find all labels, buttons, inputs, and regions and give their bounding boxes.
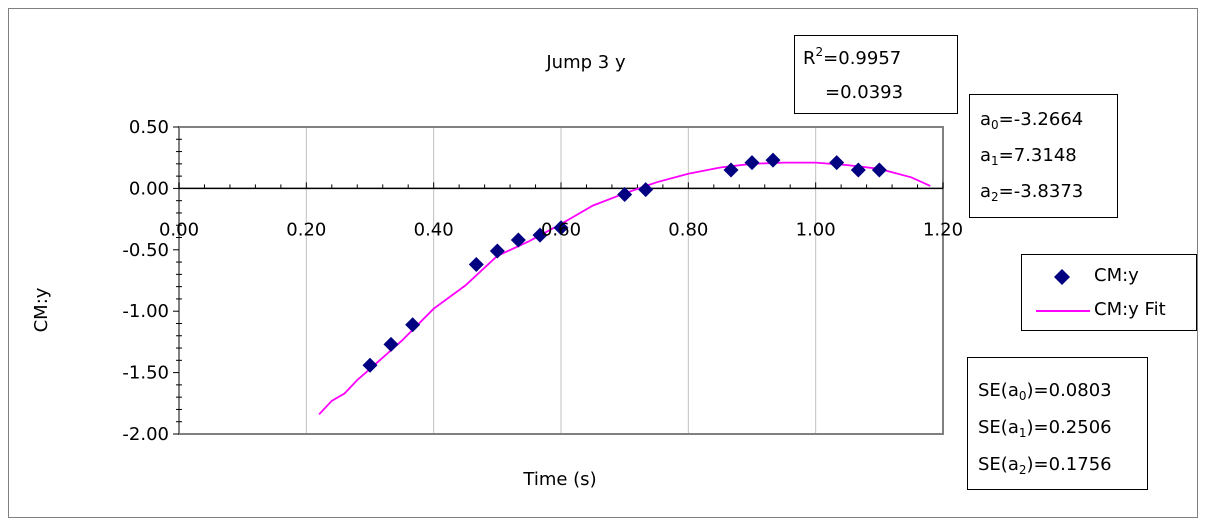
data-point-0 [362, 357, 378, 373]
data-point-12 [765, 152, 781, 168]
data-point-13 [829, 155, 845, 171]
data-point-4 [489, 243, 505, 259]
y-tick-label-3: -1.00 [122, 301, 169, 322]
a2-value: =-3.8373 [998, 181, 1084, 202]
plot-area [178, 126, 944, 435]
x-tick-label-6: 1.20 [923, 219, 963, 240]
se-a0-value: =0.0803 [1033, 380, 1112, 401]
a0-value: =-3.2664 [998, 109, 1084, 130]
diamond-marker-icon [1054, 269, 1070, 285]
a1-value: =7.3148 [998, 145, 1077, 166]
y-axis-label: CM:y [31, 287, 52, 332]
x-tick-label-3: 0.60 [541, 219, 581, 240]
r-squared-value: =0.9957 [823, 48, 902, 69]
y-tick-label-5: -2.00 [122, 424, 169, 445]
x-tick-label-2: 0.40 [414, 219, 454, 240]
legend-item-markers: CM:y [1022, 261, 1198, 291]
x-axis-label: Time (s) [522, 469, 596, 490]
fit-line-icon [1036, 310, 1090, 312]
data-point-15 [871, 162, 887, 178]
y-tick-label-0: 0.50 [129, 117, 169, 138]
data-point-5 [510, 232, 526, 248]
data-point-2 [405, 317, 421, 333]
data-point-8 [617, 187, 633, 203]
r-squared-symbol: R2 [803, 45, 824, 69]
se-a2-value: =0.1756 [1033, 454, 1112, 475]
coefficients-box: a0=-3.2664 a1=7.3148 a2=-3.8373 [969, 94, 1118, 218]
data-point-6 [532, 227, 548, 243]
data-point-10 [723, 162, 739, 178]
data-point-11 [744, 155, 760, 171]
legend-label-fit: CM:y Fit [1094, 299, 1166, 320]
second-statistic-value: =0.0393 [825, 82, 904, 103]
x-tick-label-1: 0.20 [286, 219, 326, 240]
legend-label-markers: CM:y [1094, 265, 1139, 286]
x-tick-label-0: 0.00 [159, 219, 199, 240]
legend: CM:y CM:y Fit [1021, 254, 1197, 331]
standard-errors-box: SE(a0)=0.0803 SE(a1)=0.2506 SE(a2)=0.175… [967, 357, 1148, 490]
chart-title: Jump 3 y [545, 52, 626, 73]
x-tick-label-5: 1.00 [796, 219, 836, 240]
data-point-14 [850, 162, 866, 178]
chart-frame: Jump 3 y Time (s) CM:y 0.00 0.20 0.40 0.60 0… [8, 8, 1198, 518]
x-tick-label-4: 0.80 [668, 219, 708, 240]
data-point-1 [383, 336, 399, 352]
data-point-7 [553, 220, 569, 236]
r-squared-box: R2=0.9957 =0.0393 [794, 35, 958, 114]
data-point-3 [468, 257, 484, 273]
fit-curve [318, 161, 931, 416]
y-tick-label-1: 0.00 [129, 178, 169, 199]
y-tick-label-2: -0.50 [122, 240, 169, 261]
legend-item-fit: CM:y Fit [1022, 295, 1198, 325]
data-point-9 [638, 182, 654, 198]
y-tick-label-4: -1.50 [122, 363, 169, 384]
chart: Jump 3 y Time (s) CM:y 0.00 0.20 0.40 0.60 0… [31, 52, 963, 490]
se-a1-value: =0.2506 [1033, 417, 1112, 438]
